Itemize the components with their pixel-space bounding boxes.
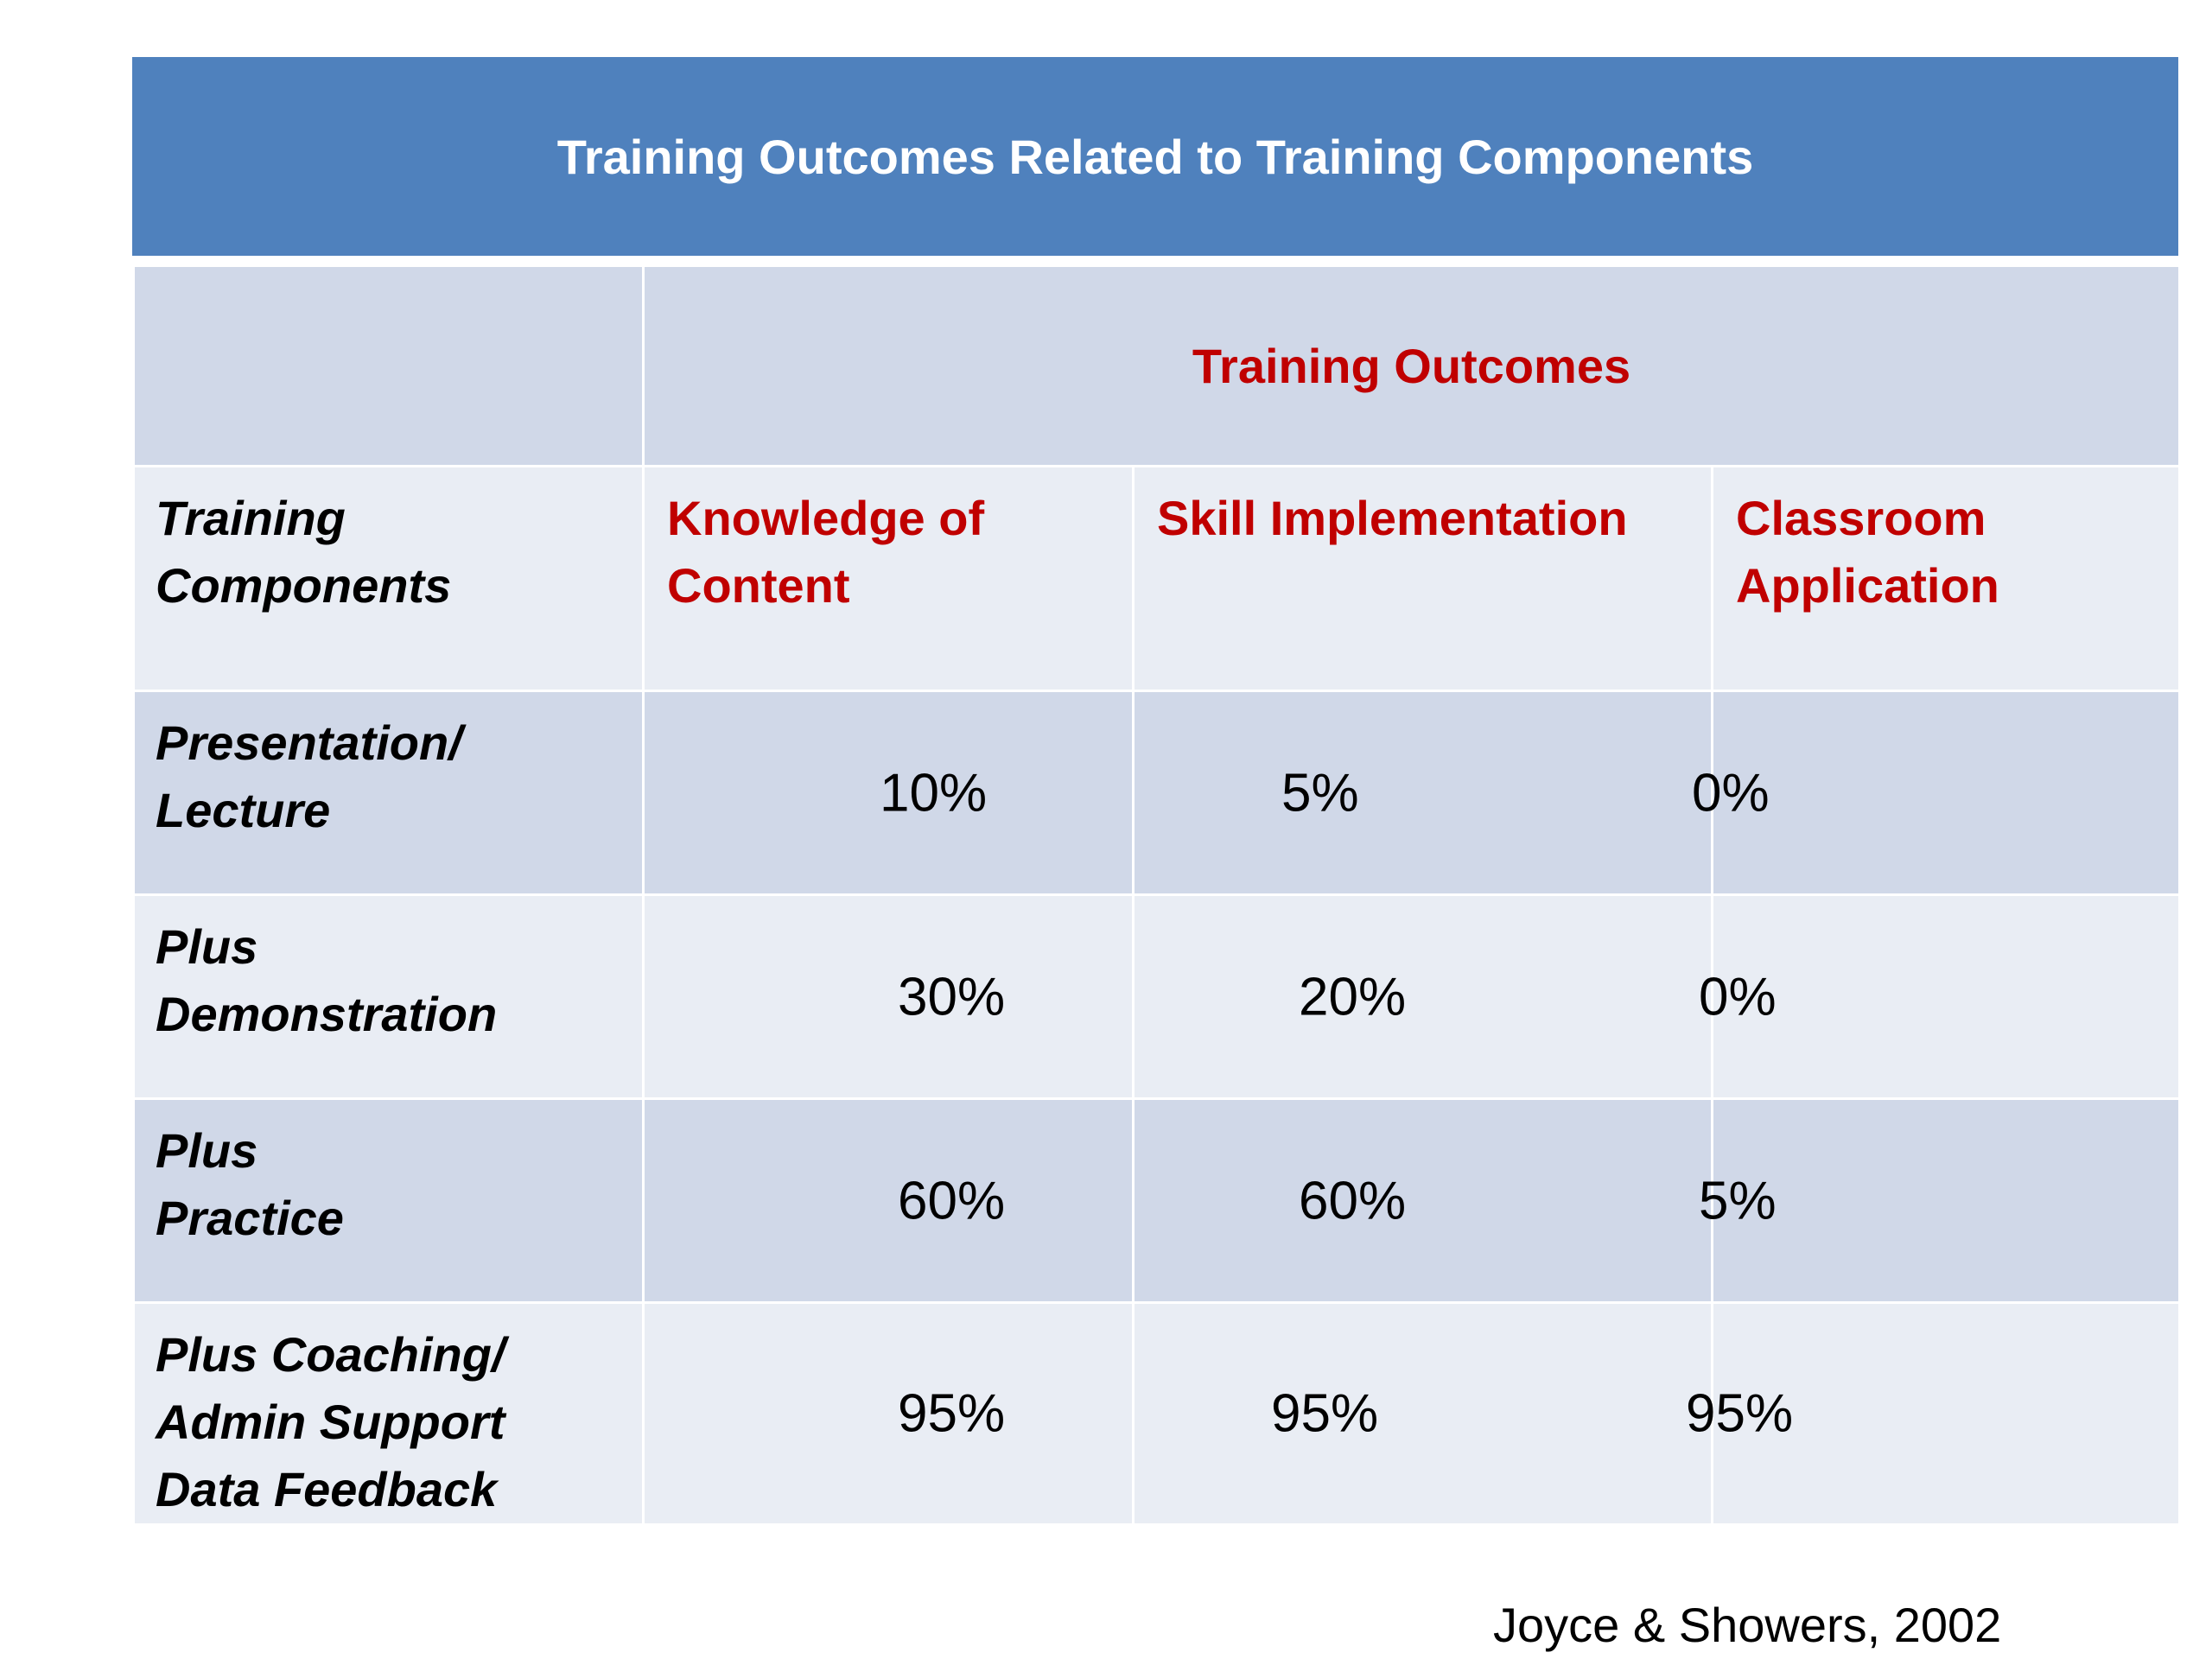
column-header-row: Training Components Knowledge of Content… [132, 465, 2182, 692]
row-label-coaching: Plus Coaching/ Admin Support Data Feedba… [132, 1301, 645, 1526]
value-cell: 10% [642, 690, 1135, 896]
value-cell: 0% [1692, 690, 2182, 896]
row-label-practice: Plus Practice [132, 1097, 645, 1304]
value-cell: 60% [642, 1097, 1135, 1304]
citation: Joyce & Showers, 2002 [1493, 1598, 2002, 1652]
column-header-knowledge: Knowledge of Content [642, 465, 1135, 692]
value-cell: 60% [1132, 1097, 1713, 1304]
value-cell: 20% [1132, 893, 1713, 1100]
training-components-label-line-1: Training [156, 491, 346, 545]
column-header-knowledge-line-2: Content [667, 558, 850, 613]
value-knowledge: 60% [898, 1171, 1006, 1230]
value-knowledge: 30% [898, 967, 1006, 1027]
training-outcomes-header: Training Outcomes [641, 264, 2182, 467]
value-cell: 95% [642, 1301, 1135, 1526]
value-classroom: 0% [1699, 967, 1777, 1027]
group-header-row: Training Outcomes [132, 264, 2182, 467]
empty-header-cell [132, 264, 645, 467]
table-row: Plus Demonstration 30% 20% 0% [132, 893, 2182, 1100]
column-header-skill: Skill Implementation [1132, 465, 1713, 692]
row-label-line: Practice [156, 1191, 344, 1245]
column-header-classroom-line-1: Classroom [1736, 491, 1986, 545]
training-components-label: Training Components [132, 465, 645, 692]
row-label-line: Plus [156, 919, 258, 974]
row-label-demonstration: Plus Demonstration [132, 893, 645, 1100]
row-label-line: Plus [156, 1123, 258, 1178]
title-divider [132, 256, 2178, 266]
training-components-label-line-2: Components [156, 558, 452, 613]
value-cell: 5% [1699, 1097, 2182, 1304]
row-label-line: Data Feedback [156, 1462, 498, 1516]
table-row: Presentation/ Lecture 10% 5% 0% [132, 690, 2182, 896]
column-header-classroom-line-2: Application [1736, 558, 1999, 613]
row-label-line: Demonstration [156, 987, 498, 1041]
value-knowledge: 95% [898, 1383, 1006, 1444]
row-label-line: Plus Coaching/ [156, 1327, 505, 1382]
value-skill: 95% [1271, 1383, 1379, 1444]
value-skill: 5% [1281, 763, 1359, 823]
value-cell: 95% [1686, 1301, 2182, 1526]
column-header-knowledge-line-1: Knowledge of [667, 491, 985, 545]
value-classroom: 95% [1686, 1383, 1794, 1444]
column-header-classroom: Classroom Application [1710, 465, 2182, 692]
value-skill: 20% [1299, 967, 1407, 1027]
row-label-presentation: Presentation/ Lecture [132, 690, 645, 896]
value-knowledge: 10% [880, 763, 988, 823]
value-skill: 60% [1299, 1171, 1407, 1230]
row-label-line: Presentation/ [156, 715, 462, 770]
row-label-line: Lecture [156, 783, 331, 837]
value-cell: 0% [1699, 893, 2182, 1100]
value-classroom: 0% [1692, 763, 1770, 823]
table-row: Plus Coaching/ Admin Support Data Feedba… [132, 1301, 2182, 1526]
outcomes-table: Training Outcomes Training Components Kn… [132, 264, 2182, 1526]
row-label-line: Admin Support [156, 1395, 505, 1449]
value-cell: 95% [1132, 1301, 1713, 1526]
slide-title: Training Outcomes Related to Training Co… [132, 57, 2178, 256]
table-row: Plus Practice 60% 60% 5% [132, 1097, 2182, 1304]
value-cell: 5% [1132, 690, 1713, 896]
value-cell: 30% [642, 893, 1135, 1100]
value-classroom: 5% [1699, 1171, 1777, 1230]
column-header-skill-line-1: Skill Implementation [1157, 491, 1628, 545]
